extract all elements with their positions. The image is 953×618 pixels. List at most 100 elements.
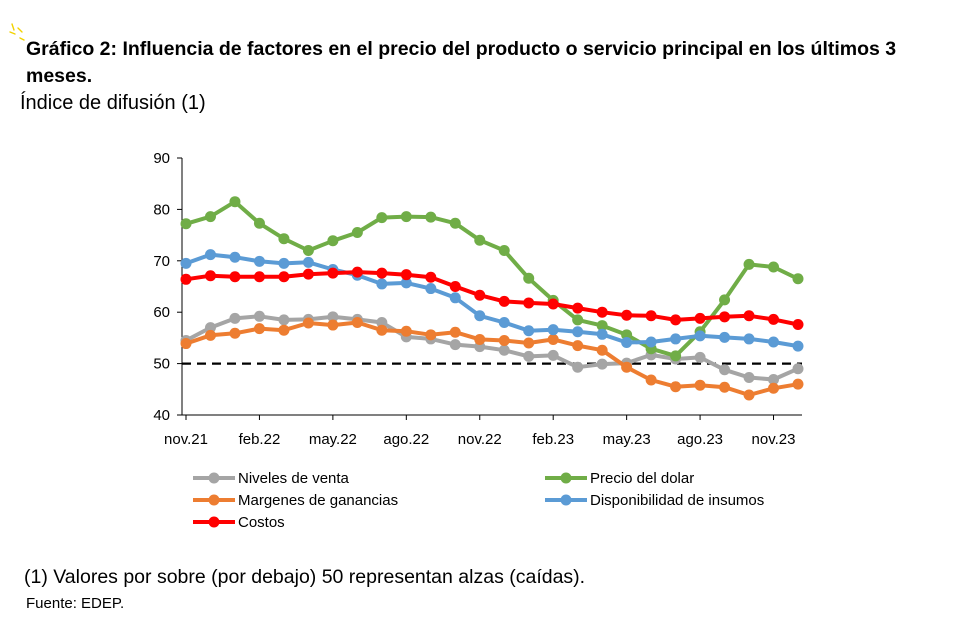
data-point [768, 374, 780, 386]
data-point [572, 314, 584, 326]
chart-subtitle: Índice de difusión (1) [20, 92, 206, 114]
y-tick-label: 50 [153, 356, 170, 373]
x-tick-label: nov.21 [164, 431, 208, 448]
data-point [621, 309, 633, 321]
data-point [278, 233, 290, 245]
x-tick-label: nov.23 [752, 431, 796, 448]
data-point [351, 227, 363, 239]
data-point [474, 289, 486, 301]
x-tick-label: may.23 [603, 431, 651, 448]
data-point [400, 277, 412, 289]
data-point [425, 211, 437, 223]
data-point [792, 319, 804, 331]
y-tick-label: 70 [153, 253, 170, 270]
data-point [327, 267, 339, 279]
data-point [327, 235, 339, 247]
data-point [547, 349, 559, 361]
data-point [523, 350, 535, 362]
data-point [743, 389, 755, 401]
line-chart: 40 50 60 70 80 90 nov.21 feb.22 may.22 ago.22 nov.… [153, 150, 804, 531]
data-point [768, 261, 780, 273]
data-point [376, 267, 388, 279]
data-point [204, 211, 216, 223]
data-point [474, 333, 486, 345]
data-point [743, 258, 755, 270]
data-point [523, 272, 535, 284]
x-tick-label: may.22 [309, 431, 357, 448]
data-point [351, 266, 363, 278]
data-point [694, 351, 706, 363]
data-point [253, 323, 265, 335]
data-point [204, 249, 216, 261]
legend-item: Precio del dolar [545, 470, 694, 487]
data-point [253, 255, 265, 267]
data-point [180, 338, 192, 350]
legend-item: Niveles de venta [193, 470, 350, 487]
data-point [327, 319, 339, 331]
data-point [229, 251, 241, 263]
data-point [449, 292, 461, 304]
data-point [204, 329, 216, 341]
data-point [400, 325, 412, 337]
data-point [768, 313, 780, 325]
data-point [278, 271, 290, 283]
chart-axes: 40 50 60 70 80 90 nov.21 feb.22 may.22 ago.22 nov.… [153, 150, 802, 448]
data-point [523, 325, 535, 337]
data-point [229, 312, 241, 324]
data-point [645, 310, 657, 322]
legend-label: Precio del dolar [590, 470, 694, 487]
data-point [792, 363, 804, 375]
data-point [425, 271, 437, 283]
legend-label: Disponibilidad de insumos [590, 492, 764, 509]
data-point [523, 297, 535, 309]
data-point [694, 330, 706, 342]
series-margenes-de-ganancias [180, 316, 804, 401]
data-point [572, 302, 584, 314]
data-point [719, 381, 731, 393]
data-point [572, 326, 584, 338]
data-point [449, 339, 461, 351]
data-point [670, 314, 682, 326]
data-point [743, 310, 755, 322]
legend-swatch-marker [560, 494, 572, 506]
legend-item: Margenes de ganancias [193, 492, 398, 509]
data-point [596, 306, 608, 318]
y-tick-label: 80 [153, 201, 170, 218]
data-point [792, 340, 804, 352]
data-point [498, 245, 510, 257]
data-point [302, 256, 314, 268]
data-point [302, 245, 314, 257]
data-point [302, 317, 314, 329]
data-point [474, 234, 486, 246]
data-point [449, 281, 461, 292]
data-point [621, 361, 633, 373]
data-point [180, 218, 192, 230]
data-point [719, 311, 731, 323]
data-point [351, 316, 363, 328]
data-point [253, 271, 265, 283]
legend-item: Costos [193, 514, 285, 531]
legend: Niveles de venta Precio del dolar Margenes… [193, 470, 764, 531]
data-point [792, 273, 804, 285]
data-point [302, 268, 314, 280]
data-point [743, 333, 755, 345]
data-point [596, 320, 608, 332]
data-point [670, 333, 682, 345]
x-tick-label: ago.23 [677, 431, 723, 448]
series-line [185, 270, 799, 327]
series-group [180, 196, 804, 401]
legend-swatch-marker [208, 494, 220, 506]
data-point [449, 217, 461, 229]
legend-label: Margenes de ganancias [238, 492, 398, 509]
data-point [180, 273, 192, 285]
data-point [253, 217, 265, 229]
series-disponibilidad-de-insumos [180, 249, 804, 352]
data-point [547, 324, 559, 336]
data-point [229, 327, 241, 339]
data-point [547, 333, 559, 345]
source-note: Fuente: EDEP. [26, 595, 125, 612]
chart-title: Gráfico 2: Influencia de factores en el … [26, 38, 897, 87]
data-point [229, 196, 241, 208]
data-point [400, 269, 412, 281]
data-point [498, 344, 510, 356]
